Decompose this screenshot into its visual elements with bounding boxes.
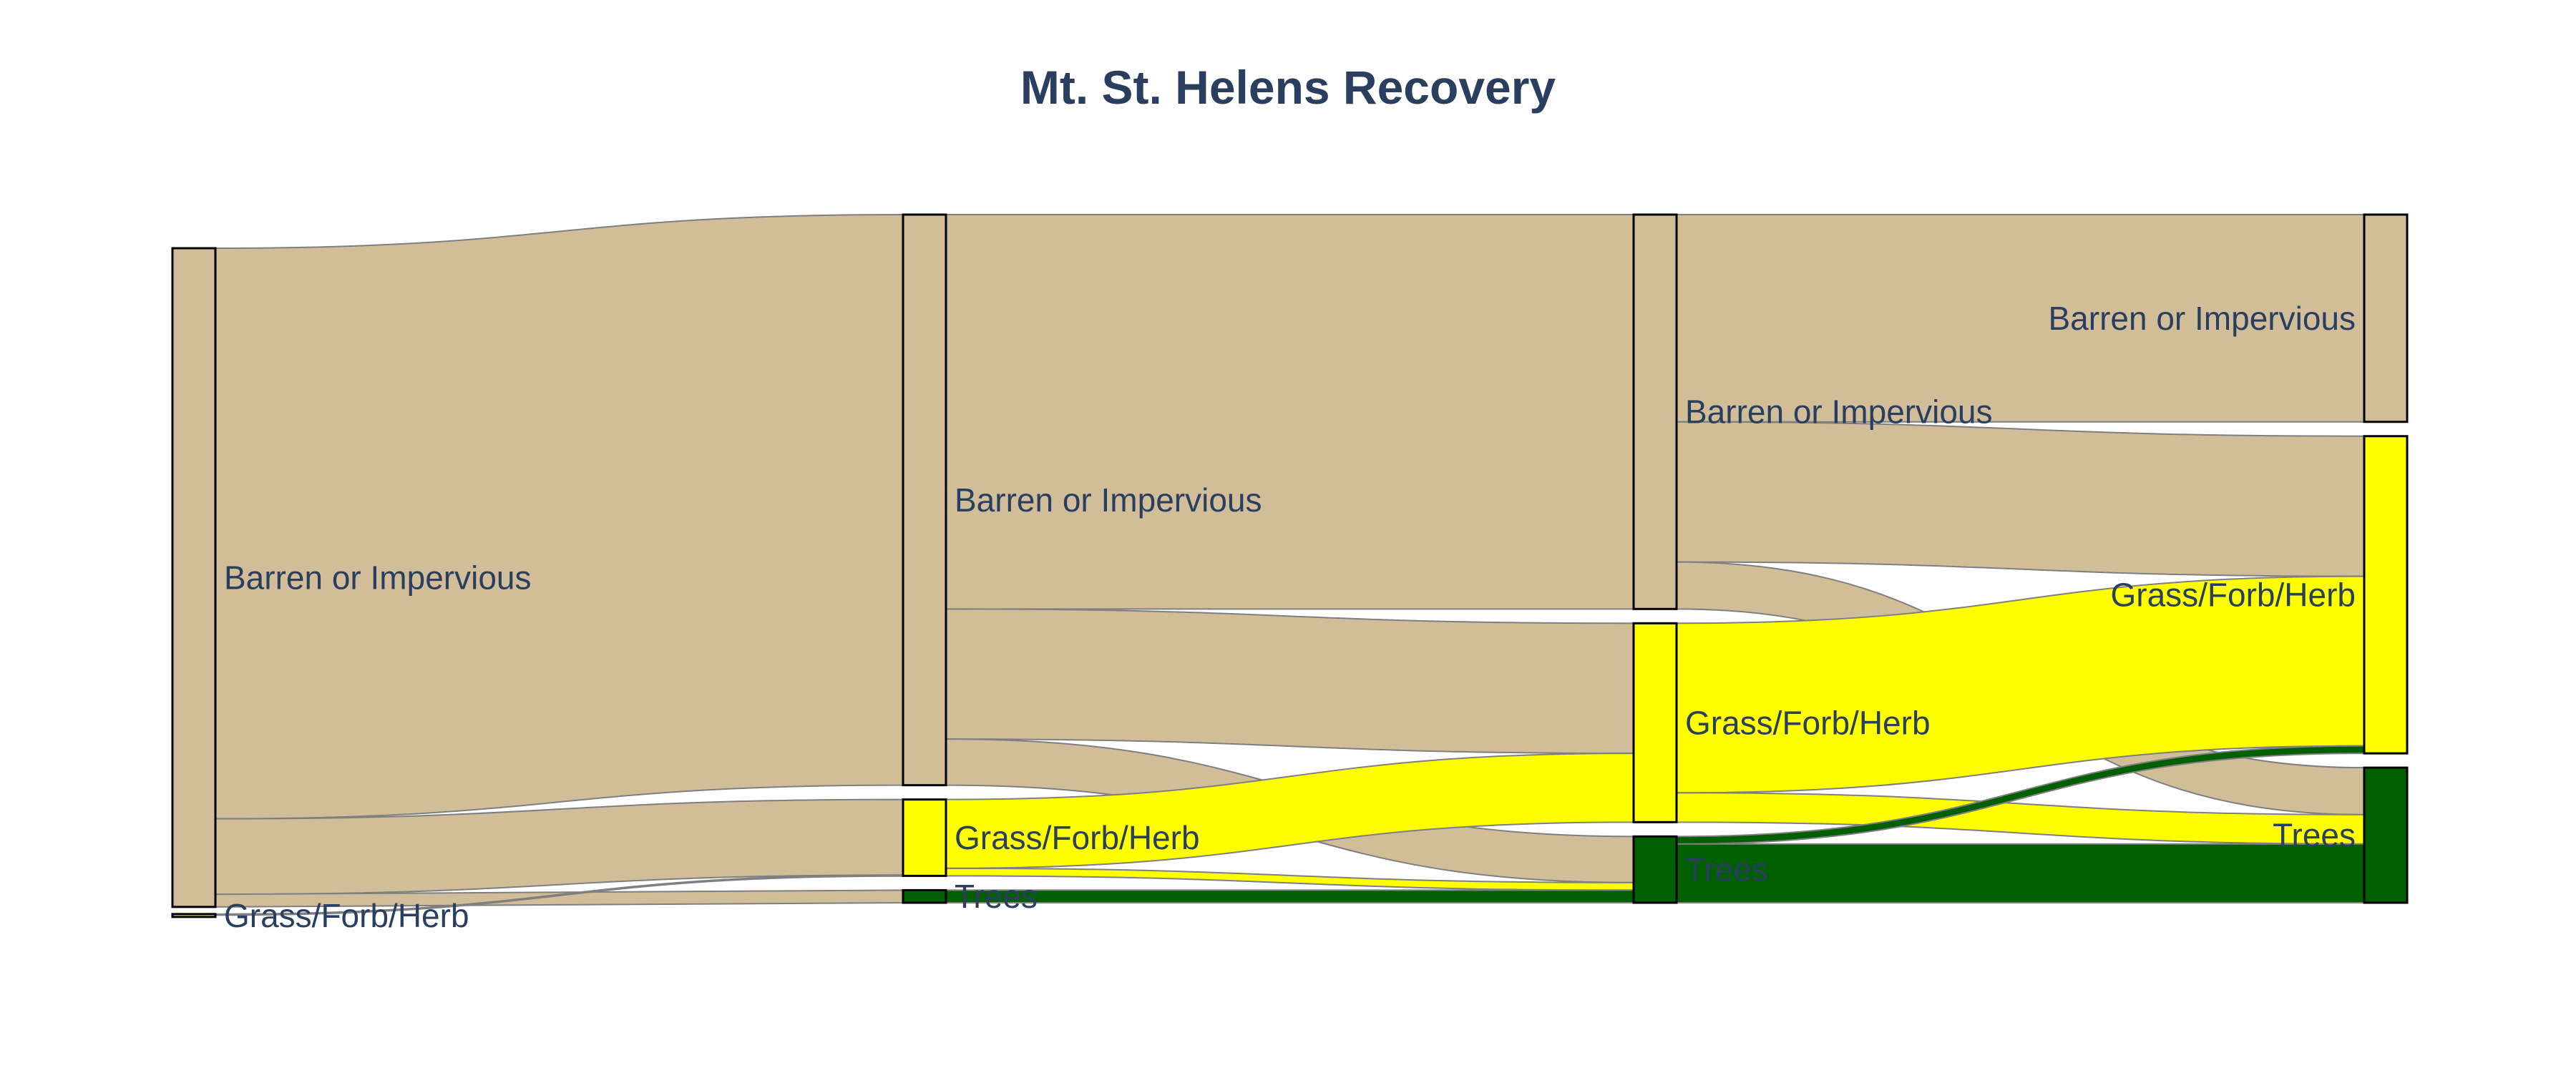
sankey-node-b1 <box>902 213 947 787</box>
sankey-node-label-g2: Grass/Forb/Herb <box>1685 704 1931 741</box>
sankey-node-t1 <box>902 888 947 904</box>
sankey-node-label-b0: Barren or Impervious <box>224 559 532 596</box>
sankey-node-label-g1: Grass/Forb/Herb <box>955 819 1200 856</box>
sankey-node-label-b3: Barren or Impervious <box>2049 300 2356 337</box>
sankey-link-b1-g2 <box>945 608 1634 755</box>
sankey-node-t2 <box>1632 835 1678 904</box>
sankey-node-label-t2: Trees <box>1685 851 1768 888</box>
sankey-node-t3 <box>2363 766 2409 904</box>
sankey-link-t1-t2 <box>945 889 1634 904</box>
sankey-link-b1-b2 <box>945 213 1634 610</box>
links-layer <box>215 213 2365 916</box>
sankey-node-label-g3: Grass/Forb/Herb <box>2110 576 2356 613</box>
sankey-link-b2-g3 <box>1676 421 2365 577</box>
sankey-node-label-t3: Trees <box>2273 817 2356 854</box>
sankey-node-label-g0: Grass/Forb/Herb <box>224 897 469 934</box>
sankey-node-label-b2: Barren or Impervious <box>1685 393 1993 431</box>
sankey-node-b2 <box>1632 213 1678 610</box>
sankey-node-g3 <box>2363 435 2409 755</box>
sankey-node-g1 <box>902 798 947 877</box>
sankey-node-g2 <box>1632 622 1678 823</box>
sankey-link-b0-b1 <box>215 213 904 820</box>
sankey-node-label-t1: Trees <box>955 878 1038 915</box>
sankey-node-label-b1: Barren or Impervious <box>955 481 1262 519</box>
sankey-link-t2-t3 <box>1676 843 2365 904</box>
labels-layer: Barren or Impervious Grass/Forb/Herb Barre… <box>224 300 2356 934</box>
sankey-node-g0 <box>171 913 217 918</box>
chart-title: Mt. St. Helens Recovery <box>1020 61 1556 114</box>
nodes-layer <box>171 213 2409 918</box>
sankey-node-b0 <box>171 247 217 908</box>
sankey-node-b3 <box>2363 213 2409 423</box>
